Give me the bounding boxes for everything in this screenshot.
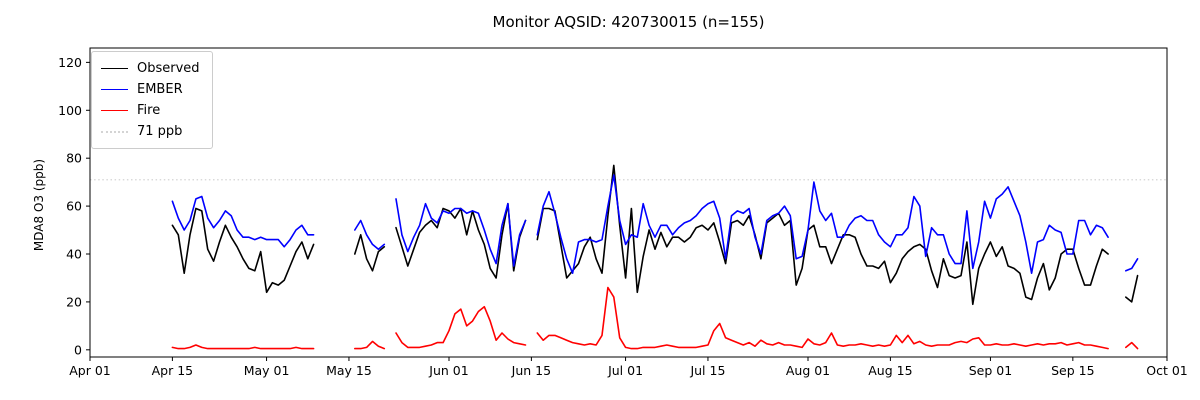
x-tick-label: Apr 15 bbox=[152, 363, 194, 378]
ember-line bbox=[395, 198, 527, 267]
legend-label-threshold: 71 ppb bbox=[137, 124, 183, 139]
legend-label-observed: Observed bbox=[137, 61, 200, 76]
x-tick-label: May 01 bbox=[244, 363, 290, 378]
ember-line-swatch bbox=[101, 89, 128, 90]
legend-item-observed: Observed bbox=[101, 58, 200, 79]
observed-line bbox=[536, 164, 1109, 306]
ember-line bbox=[171, 195, 315, 248]
ember-line bbox=[536, 174, 1109, 275]
x-tick-label: Aug 15 bbox=[868, 363, 912, 378]
fire-line bbox=[353, 340, 386, 350]
x-tick-label: Jun 15 bbox=[511, 363, 551, 378]
x-tick-label: Aug 01 bbox=[786, 363, 830, 378]
threshold-line-swatch bbox=[101, 130, 128, 133]
legend-item-fire: Fire bbox=[101, 100, 200, 121]
observed-line bbox=[395, 202, 527, 279]
y-tick-label: 100 bbox=[58, 103, 82, 118]
y-tick-label: 60 bbox=[66, 199, 82, 214]
fire-line-swatch bbox=[101, 110, 128, 111]
x-tick-label: Sep 01 bbox=[969, 363, 1012, 378]
observed-line bbox=[1125, 274, 1139, 303]
y-tick-label: 0 bbox=[74, 342, 82, 357]
y-tick-label: 80 bbox=[66, 151, 82, 166]
observed-line-swatch bbox=[101, 68, 128, 69]
y-tick-label: 20 bbox=[66, 294, 82, 309]
fire-line bbox=[171, 344, 315, 350]
x-tick-label: Sep 15 bbox=[1051, 363, 1094, 378]
x-tick-label: Jul 15 bbox=[689, 363, 725, 378]
legend-item-ember: EMBER bbox=[101, 79, 200, 100]
x-tick-label: Jun 01 bbox=[428, 363, 468, 378]
legend: Observed EMBER Fire 71 ppb bbox=[91, 51, 213, 149]
plot-frame bbox=[89, 47, 1168, 358]
fire-line bbox=[1125, 341, 1139, 350]
fire-line bbox=[536, 286, 1109, 350]
y-tick-label: 120 bbox=[58, 55, 82, 70]
legend-label-fire: Fire bbox=[137, 103, 161, 118]
legend-item-threshold: 71 ppb bbox=[101, 121, 200, 142]
chart-title: Monitor AQSID: 420730015 (n=155) bbox=[492, 13, 765, 31]
legend-label-ember: EMBER bbox=[137, 82, 183, 97]
ember-line bbox=[1125, 257, 1139, 272]
x-tick-label: Jul 01 bbox=[607, 363, 643, 378]
y-tick-label: 40 bbox=[66, 247, 82, 262]
observed-line bbox=[353, 234, 386, 272]
x-tick-label: May 15 bbox=[326, 363, 372, 378]
observed-line bbox=[171, 207, 315, 294]
x-tick-label: Apr 01 bbox=[69, 363, 111, 378]
x-tick-label: Oct 01 bbox=[1146, 363, 1188, 378]
fire-line bbox=[395, 305, 527, 349]
ember-line bbox=[353, 219, 386, 250]
